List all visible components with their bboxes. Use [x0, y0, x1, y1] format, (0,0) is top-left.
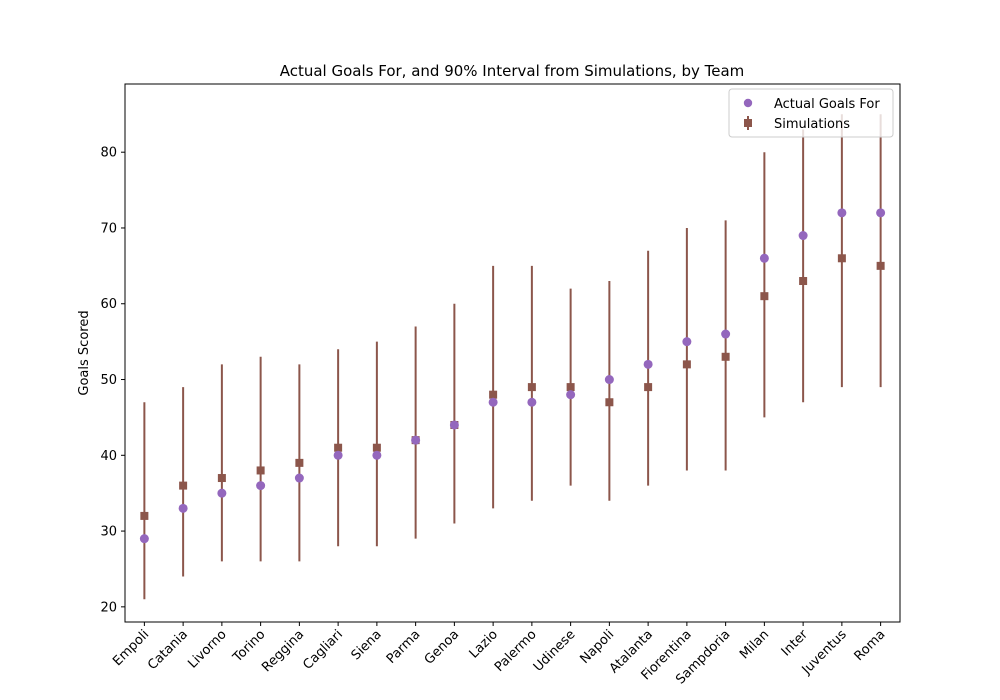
x-tick-label: Inter [779, 627, 812, 660]
actual-point [256, 481, 266, 491]
x-tick-label: Genoa [422, 627, 462, 667]
y-tick-label: 60 [100, 297, 117, 312]
sim-marker [566, 383, 575, 392]
sim-marker [876, 261, 885, 270]
legend-box [728, 88, 894, 138]
x-tick-label: Catania [145, 627, 191, 673]
actual-point [566, 390, 576, 400]
actual-point [294, 473, 304, 483]
y-axis-label: Goals Scored [77, 310, 92, 395]
x-tick-label: Cagliari [300, 627, 346, 673]
sim-marker [295, 458, 304, 467]
y-tick-label: 20 [100, 600, 117, 615]
sim-marker [837, 254, 846, 263]
x-tick-label: Parma [384, 627, 424, 667]
sim-marker [334, 443, 343, 452]
actual-point [449, 420, 459, 430]
y-tick-label: 30 [100, 525, 117, 540]
sim-marker [721, 352, 730, 361]
legend-label-simulations: Simulations [774, 117, 850, 132]
x-tick-label: Livorno [185, 627, 229, 671]
actual-point [682, 337, 692, 347]
actual-point [759, 253, 769, 263]
axes-frame [124, 83, 901, 623]
actual-point [372, 450, 382, 460]
legend-marker-actual [743, 98, 753, 108]
sim-marker [489, 390, 498, 399]
actual-point [527, 397, 537, 407]
legend-marker-simulations [744, 119, 752, 127]
x-tick-label: Udinese [531, 627, 579, 675]
sim-marker [372, 443, 381, 452]
sim-marker [256, 466, 265, 475]
sim-marker [179, 481, 188, 490]
chart-title: Actual Goals For, and 90% Interval from … [280, 62, 745, 80]
sim-marker [527, 383, 536, 392]
actual-point [178, 503, 188, 513]
x-tick-label: Milan [737, 627, 772, 662]
y-tick-label: 40 [100, 449, 117, 464]
legend-label-actual: Actual Goals For [774, 97, 880, 112]
actual-point [798, 231, 808, 241]
x-tick-label: Siena [349, 627, 385, 663]
x-tick-label: Reggina [259, 627, 307, 675]
sim-marker [217, 474, 226, 483]
actual-point [721, 329, 731, 339]
x-tick-label: Roma [852, 627, 889, 664]
actual-point [488, 397, 498, 407]
sim-marker [644, 383, 653, 392]
y-tick-label: 80 [100, 146, 117, 161]
y-tick-label: 50 [100, 373, 117, 388]
actual-point [333, 450, 343, 460]
legend: Actual Goals For Simulations [728, 88, 894, 138]
actual-point [876, 208, 886, 218]
actual-point [837, 208, 847, 218]
x-tick-label: Palermo [492, 627, 540, 675]
actual-point [139, 534, 149, 544]
sim-marker [605, 398, 614, 407]
sim-marker [799, 277, 808, 286]
actual-point [604, 375, 614, 385]
actual-point [411, 435, 421, 445]
y-tick-label: 70 [100, 221, 117, 236]
sim-marker [682, 360, 691, 369]
actual-point [643, 359, 653, 369]
actual-point [217, 488, 227, 498]
sim-marker [140, 511, 149, 520]
sim-marker [760, 292, 769, 301]
x-tick-label: Lazio [467, 627, 501, 661]
